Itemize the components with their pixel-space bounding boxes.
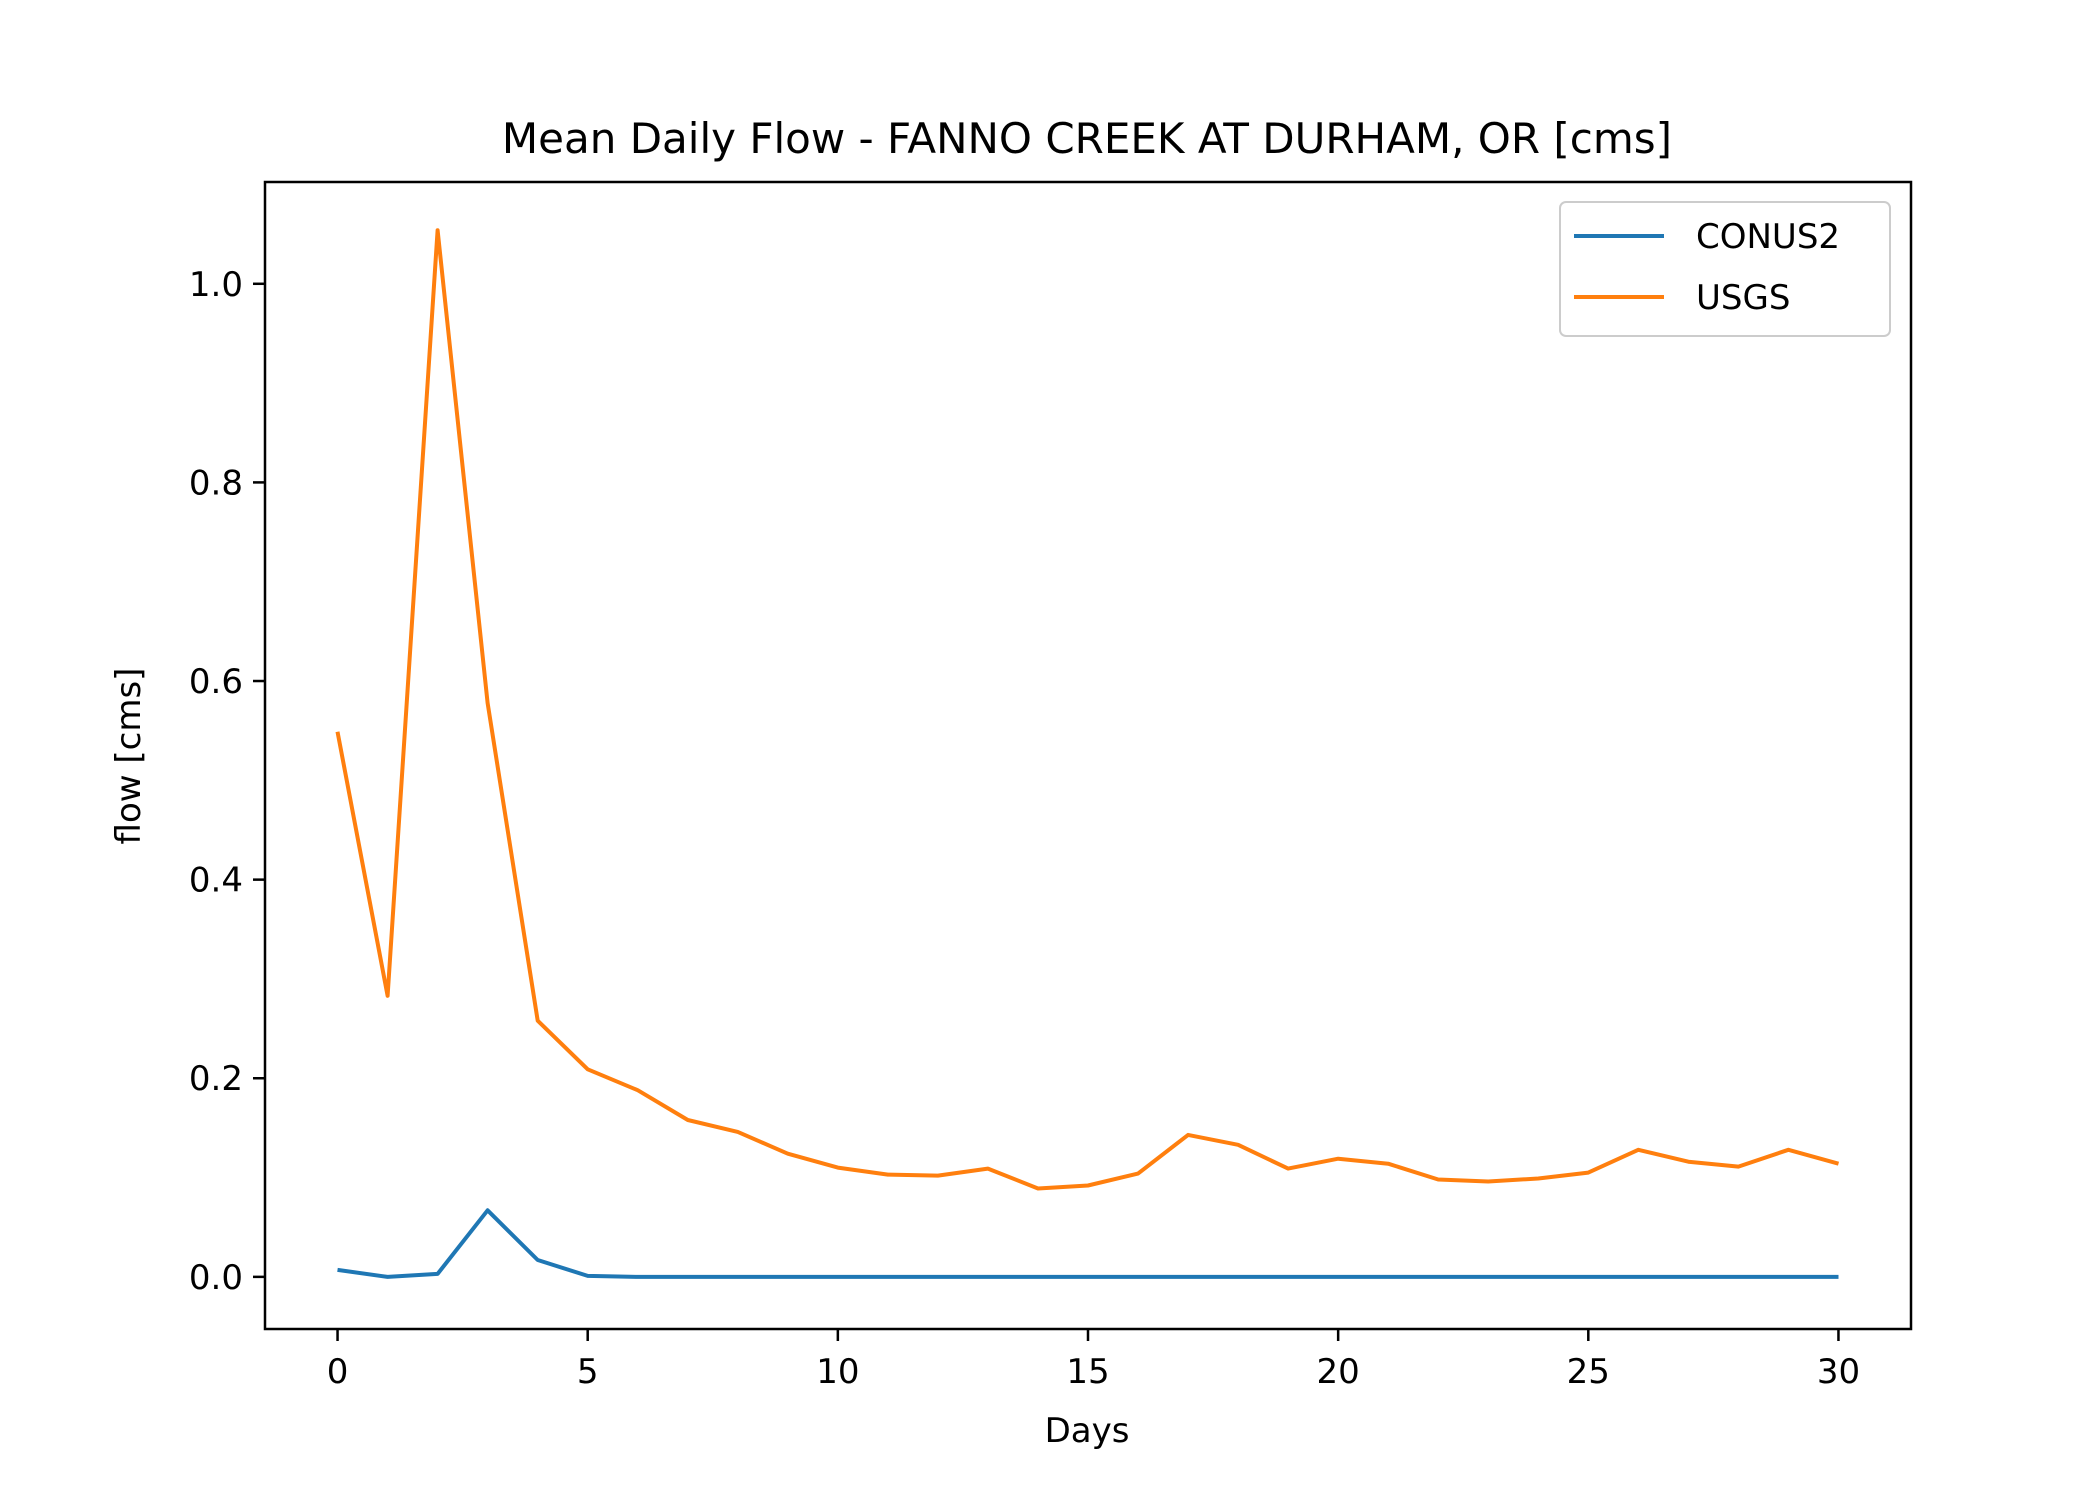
y-tick-label: 0.2 (189, 1059, 243, 1099)
y-tick-label: 0.4 (189, 861, 243, 901)
x-tick-label: 20 (1317, 1352, 1360, 1392)
legend-label-conus2: CONUS2 (1696, 217, 1840, 257)
x-axis-label: Days (1045, 1411, 1130, 1451)
y-tick-label: 0.8 (189, 463, 243, 503)
x-tick-label: 25 (1567, 1352, 1610, 1392)
y-tick-label: 0.0 (189, 1258, 243, 1298)
series-line-usgs (335, 228, 1840, 1191)
legend: CONUS2 USGS (1559, 201, 1891, 337)
x-tick-label: 30 (1817, 1352, 1860, 1392)
legend-label-usgs: USGS (1696, 278, 1790, 318)
series-layer (335, 228, 1840, 1279)
y-tick-label: 0.6 (189, 662, 243, 702)
y-axis-label: flow [cms] (109, 668, 149, 845)
series-line-conus2 (337, 1208, 1839, 1279)
y-tick-label: 1.0 (189, 265, 243, 305)
y-axis: 0.0 0.2 0.4 0.6 0.8 1.0 (189, 265, 265, 1298)
x-tick-label: 5 (577, 1352, 599, 1392)
x-tick-label: 10 (816, 1352, 859, 1392)
x-tick-label: 15 (1066, 1352, 1109, 1392)
chart-title: Mean Daily Flow - FANNO CREEK AT DURHAM,… (502, 114, 1672, 163)
x-axis: 0 5 10 15 20 25 30 (327, 1329, 1860, 1392)
x-tick-label: 0 (327, 1352, 349, 1392)
